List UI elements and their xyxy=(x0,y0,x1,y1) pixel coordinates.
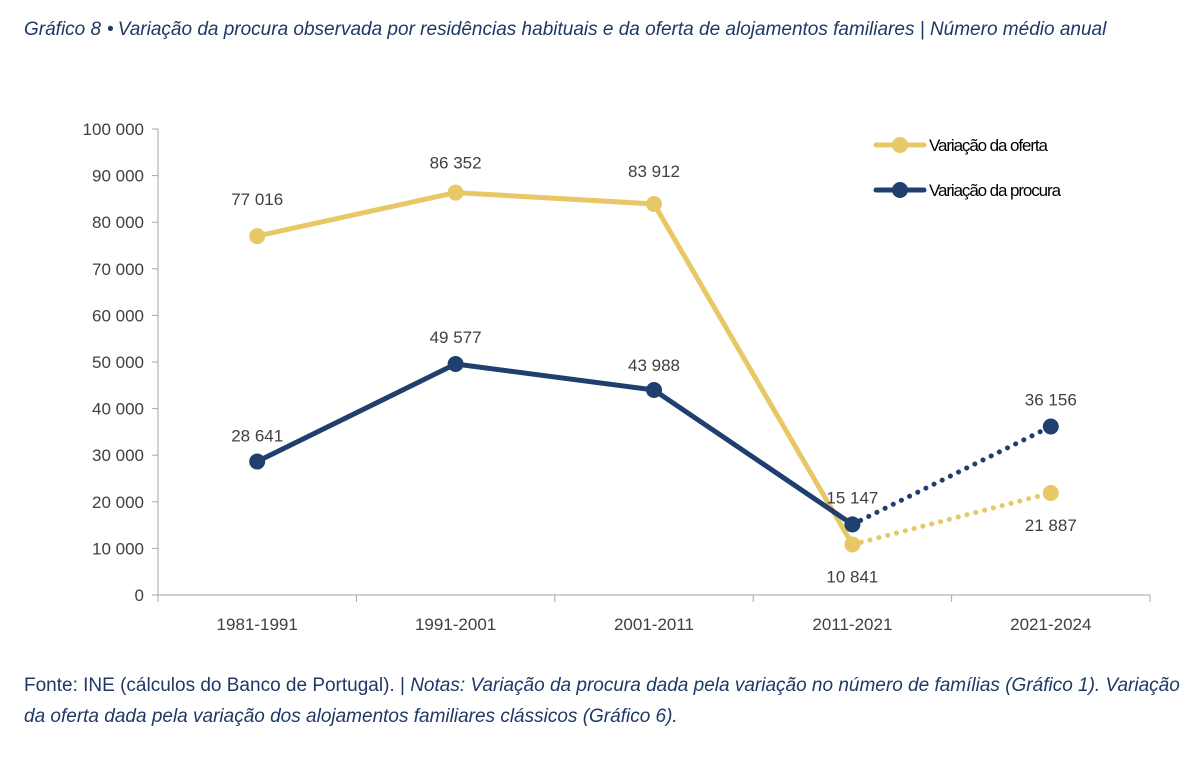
data-label: 15 147 xyxy=(826,488,878,507)
data-point xyxy=(1042,418,1059,435)
chart-footer: Fonte: INE (cálculos do Banco de Portuga… xyxy=(24,670,1184,732)
x-tick-label: 2011-2021 xyxy=(812,615,892,634)
x-tick-label: 1991-2001 xyxy=(415,615,496,634)
legend: Variação da oferta Variação da procura xyxy=(873,136,1063,200)
source-note: Fonte: INE (cálculos do Banco de Portuga… xyxy=(24,675,405,696)
series-procura: 28 641 49 577 43 988 15 147 36 156 xyxy=(231,328,1077,533)
chart-title: Gráfico 8 • Variação da procura observada … xyxy=(24,14,1184,45)
y-tick-label: 30 000 xyxy=(92,446,144,465)
y-tick-label: 40 000 xyxy=(92,400,144,419)
y-tick-label: 50 000 xyxy=(92,353,144,372)
data-point xyxy=(1042,485,1059,502)
legend-label: Variação da oferta xyxy=(929,136,1049,155)
legend-label: Variação da procura xyxy=(929,181,1062,200)
data-label: 10 841 xyxy=(826,567,878,586)
data-label: 77 016 xyxy=(231,190,283,209)
x-tick-label: 2021-2024 xyxy=(1010,615,1091,634)
notes-label: Notas: xyxy=(410,675,466,696)
data-point xyxy=(844,536,861,553)
data-label: 28 641 xyxy=(231,427,283,446)
y-tick-label: 90 000 xyxy=(92,167,144,186)
legend-swatch-marker xyxy=(892,137,908,153)
data-point xyxy=(844,516,861,533)
y-tick-label: 60 000 xyxy=(92,306,144,325)
notes-text: Variação da procura dada pela variação n… xyxy=(24,675,1180,727)
series-line xyxy=(254,190,855,547)
series-line-projection xyxy=(849,424,1054,527)
data-point xyxy=(447,184,464,201)
y-tick-label: 100 000 xyxy=(83,120,144,139)
x-tick-label: 2001-2011 xyxy=(614,615,694,634)
data-label: 49 577 xyxy=(430,328,482,347)
legend-item-oferta: Variação da oferta xyxy=(873,136,1050,155)
data-label: 86 352 xyxy=(430,154,482,173)
y-tick-label: 10 000 xyxy=(92,539,144,558)
y-tick-label: 80 000 xyxy=(92,213,144,232)
legend-item-procura: Variação da procura xyxy=(873,181,1063,200)
data-label: 83 912 xyxy=(628,162,680,181)
series-line xyxy=(254,361,855,527)
series-layer: 77 016 86 352 83 912 10 841 21 887 28 641 49 5… xyxy=(231,154,1077,587)
data-point xyxy=(447,355,464,372)
data-label: 21 887 xyxy=(1025,516,1077,535)
data-point xyxy=(249,453,266,470)
series-oferta: 77 016 86 352 83 912 10 841 21 887 xyxy=(231,154,1077,587)
x-tick-label: 1981-1991 xyxy=(217,615,298,634)
y-tick-label: 20 000 xyxy=(92,493,144,512)
data-point xyxy=(646,195,662,212)
series-line-projection xyxy=(849,490,1054,547)
y-tick-label: 70 000 xyxy=(92,260,144,279)
title-bullet: • xyxy=(107,19,114,40)
chart-number: Gráfico 8 xyxy=(24,19,102,40)
data-label: 43 988 xyxy=(628,356,680,375)
axes: 0 10 000 20 000 30 000 40 000 50 000 60 000 70 … xyxy=(83,120,1151,634)
line-chart: 0 10 000 20 000 30 000 40 000 50 000 60 000 70 … xyxy=(83,120,1151,634)
data-point xyxy=(249,228,266,245)
chart-title-text: Variação da procura observada por residê… xyxy=(117,19,1107,40)
y-tick-label: 0 xyxy=(135,586,144,605)
data-label: 36 156 xyxy=(1025,391,1077,410)
data-point xyxy=(646,382,662,399)
legend-swatch-marker xyxy=(892,182,908,198)
